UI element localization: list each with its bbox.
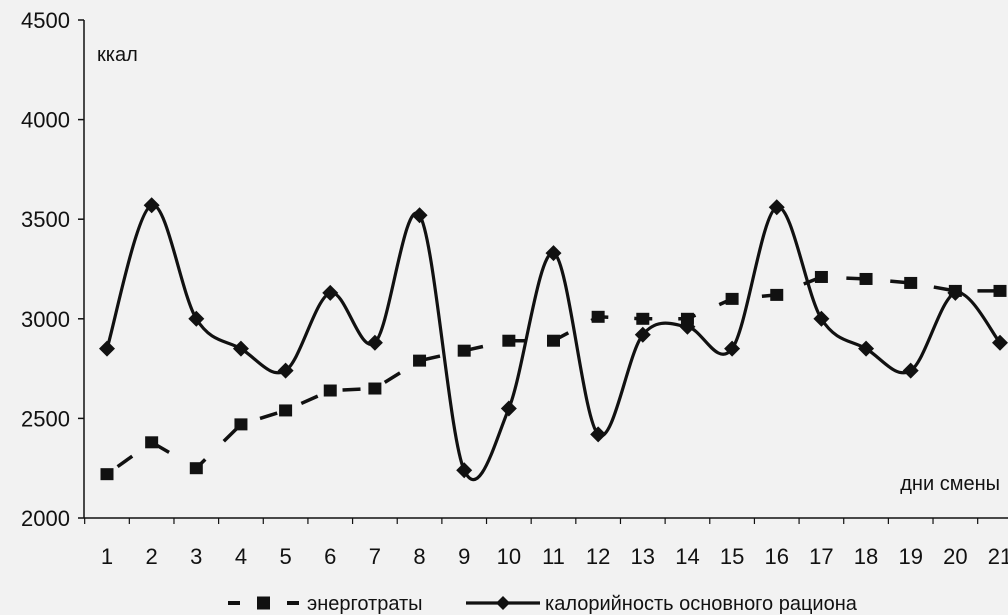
x-tick-label: 19 [898, 544, 922, 569]
legend-swatch-calories-marker [496, 596, 510, 610]
data-point-calories [947, 284, 964, 301]
data-point-calories [188, 310, 205, 327]
data-point-calories [768, 199, 785, 216]
data-point-energy [100, 468, 114, 481]
data-point-energy [502, 334, 516, 347]
x-tick-label: 1 [101, 544, 113, 569]
data-point-energy [145, 436, 159, 449]
data-point-calories [232, 340, 249, 357]
data-point-energy [368, 382, 382, 395]
data-point-calories [813, 310, 830, 327]
data-point-energy [279, 404, 293, 417]
x-tick-label: 9 [458, 544, 470, 569]
x-tick-label: 7 [369, 544, 381, 569]
x-tick-label: 4 [235, 544, 247, 569]
y-tick-label: 2000 [21, 506, 70, 531]
data-point-energy [547, 334, 560, 347]
data-point-energy [904, 276, 918, 289]
x-tick-label: 11 [542, 544, 565, 569]
x-tick-label: 21 [988, 544, 1008, 569]
y-tick-label: 4500 [21, 8, 70, 33]
y-tick-label: 3500 [21, 207, 70, 232]
x-tick-label: 8 [413, 544, 425, 569]
data-point-energy [770, 288, 784, 301]
data-point-calories [992, 334, 1008, 351]
x-tick-label: 3 [190, 544, 202, 569]
data-point-calories [143, 197, 160, 214]
data-point-calories [411, 207, 428, 224]
x-tick-label: 2 [146, 544, 158, 569]
series-line-energy [105, 275, 1000, 476]
legend-label-energy: энерготраты [307, 593, 423, 615]
data-point-calories [366, 334, 383, 351]
x-tick-label: 17 [809, 544, 833, 569]
data-point-calories [858, 340, 875, 357]
data-point-energy [725, 292, 739, 305]
y-tick-label: 3000 [21, 307, 70, 332]
data-point-calories [456, 462, 473, 479]
data-point-calories [634, 326, 651, 343]
data-point-calories [590, 426, 607, 443]
data-point-calories [322, 284, 339, 301]
x-tick-label: 14 [675, 544, 699, 569]
x-tick-label: 15 [720, 544, 744, 569]
x-tick-label: 20 [943, 544, 967, 569]
data-point-energy [189, 462, 203, 475]
y-tick-label: 2500 [21, 406, 70, 431]
series-1 [100, 270, 1007, 481]
data-point-energy [859, 272, 873, 285]
legend-label-calories: калорийность основного рациона [545, 593, 858, 615]
x-axis-label: дни смены [900, 473, 1000, 495]
data-point-energy [814, 270, 828, 283]
data-point-calories [679, 318, 696, 335]
data-point-calories [500, 400, 517, 417]
legend: энерготраты калорийность основного рацион… [228, 593, 858, 615]
x-tick-label: 6 [324, 544, 336, 569]
data-point-calories [545, 245, 562, 262]
series-2 [99, 197, 1008, 481]
x-tick-label: 18 [854, 544, 878, 569]
x-tick-label: 5 [279, 544, 291, 569]
data-point-calories [99, 340, 115, 357]
data-point-calories [902, 362, 919, 379]
x-tick-label: 16 [765, 544, 789, 569]
data-point-calories [724, 340, 741, 357]
data-point-energy [234, 418, 248, 431]
data-point-energy [993, 284, 1007, 297]
data-point-energy [636, 312, 650, 325]
y-axis-label: ккал [97, 44, 138, 66]
data-point-energy [591, 310, 605, 323]
y-tick-label: 4000 [21, 108, 70, 133]
data-point-energy [413, 354, 427, 367]
data-point-energy [323, 384, 337, 397]
data-point-calories [277, 362, 294, 379]
legend-swatch-energy-marker [257, 596, 270, 610]
data-point-energy [457, 344, 471, 357]
x-tick-label: 13 [631, 544, 655, 569]
x-tick-label: 12 [586, 544, 610, 569]
series-layer [99, 197, 1008, 481]
x-tick-label: 10 [497, 544, 521, 569]
